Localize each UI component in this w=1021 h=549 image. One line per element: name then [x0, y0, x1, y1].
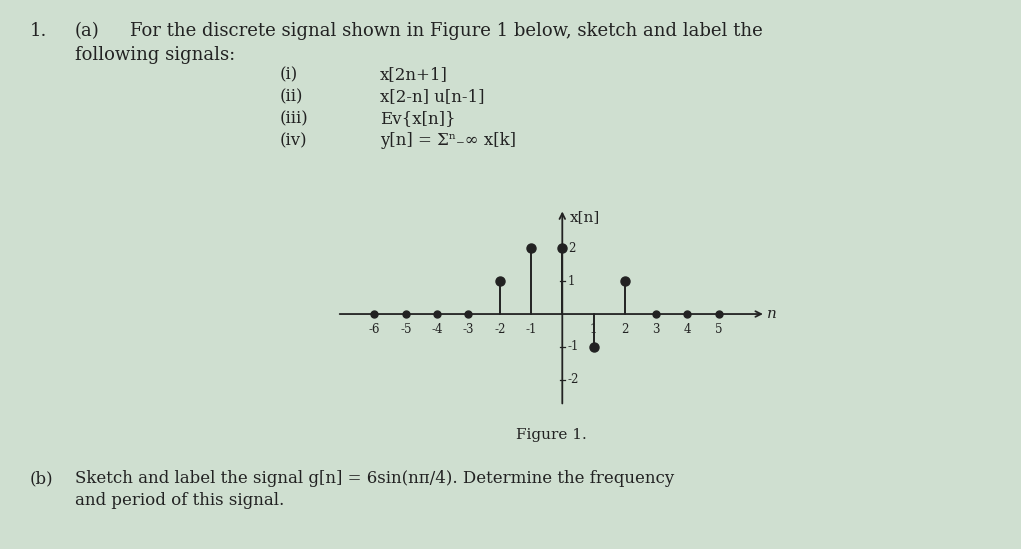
Text: (iii): (iii) [280, 110, 308, 127]
Text: -2: -2 [494, 323, 505, 336]
Text: -3: -3 [463, 323, 474, 336]
Text: (b): (b) [30, 470, 54, 487]
Text: y[n] = Σⁿ₋∞ x[k]: y[n] = Σⁿ₋∞ x[k] [380, 132, 516, 149]
Text: x[2-n] u[n-1]: x[2-n] u[n-1] [380, 88, 485, 105]
Text: -4: -4 [431, 323, 443, 336]
Text: 5: 5 [715, 323, 723, 336]
Text: -1: -1 [568, 340, 579, 354]
Text: (i): (i) [280, 66, 298, 83]
Text: For the discrete signal shown in Figure 1 below, sketch and label the: For the discrete signal shown in Figure … [130, 22, 763, 40]
Text: 3: 3 [652, 323, 660, 336]
Text: -5: -5 [400, 323, 411, 336]
Text: 1: 1 [590, 323, 597, 336]
Text: (iv): (iv) [280, 132, 307, 149]
Text: 4: 4 [684, 323, 691, 336]
Text: 2: 2 [621, 323, 629, 336]
Text: n: n [768, 307, 777, 321]
Text: (ii): (ii) [280, 88, 303, 105]
Text: x[2n+1]: x[2n+1] [380, 66, 448, 83]
Text: x[n]: x[n] [570, 210, 600, 225]
Text: -1: -1 [526, 323, 537, 336]
Text: and period of this signal.: and period of this signal. [75, 492, 284, 509]
Text: 1.: 1. [30, 22, 47, 40]
Text: -2: -2 [568, 373, 579, 386]
Text: (a): (a) [75, 22, 100, 40]
Text: Ev{x[n]}: Ev{x[n]} [380, 110, 455, 127]
Text: 1: 1 [568, 274, 575, 288]
Text: Figure 1.: Figure 1. [516, 428, 587, 442]
Text: following signals:: following signals: [75, 46, 235, 64]
Text: Sketch and label the signal g[n] = 6sin(nπ/4). Determine the frequency: Sketch and label the signal g[n] = 6sin(… [75, 470, 674, 487]
Text: 2: 2 [568, 242, 575, 255]
Text: -6: -6 [369, 323, 380, 336]
